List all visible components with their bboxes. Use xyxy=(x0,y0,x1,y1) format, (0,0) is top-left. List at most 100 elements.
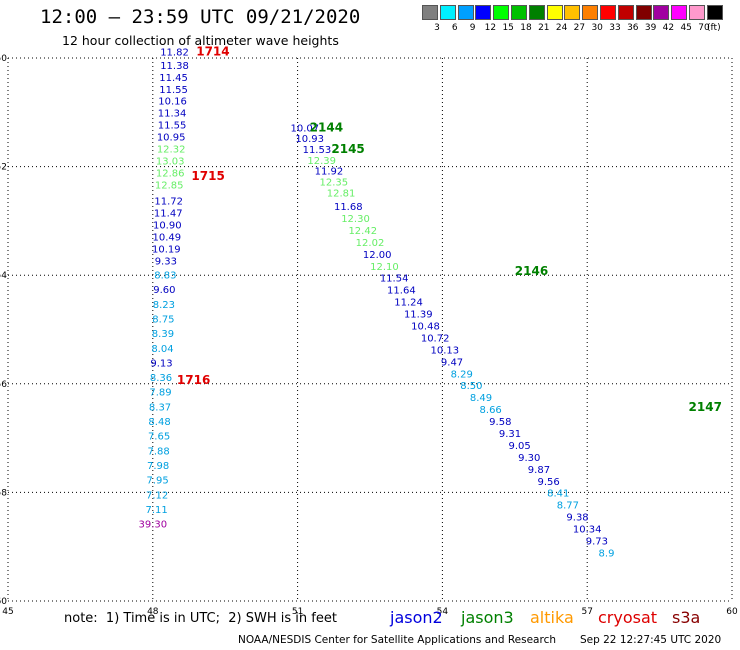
pass-number-label: 2146 xyxy=(515,264,548,278)
wave-height-label: 11.68 xyxy=(334,202,363,213)
color-swatch xyxy=(653,5,670,20)
wave-height-label: 9.38 xyxy=(566,513,588,524)
wave-height-label: 11.47 xyxy=(154,209,183,220)
wave-height-label: 8.49 xyxy=(470,393,492,404)
wave-height-label: 10.95 xyxy=(157,133,186,144)
wave-height-label: 11.72 xyxy=(154,197,183,208)
color-scale-label: 9 xyxy=(469,23,476,33)
wave-height-label: 11.55 xyxy=(158,121,187,132)
wave-height-label: 10.13 xyxy=(430,345,459,356)
wave-height-label: 11.39 xyxy=(404,310,433,321)
satellite-name: s3a xyxy=(672,608,701,627)
wave-height-label: 10.48 xyxy=(411,322,440,333)
wave-height-label: 8.83 xyxy=(154,270,176,281)
wave-height-label: 8.77 xyxy=(557,501,579,512)
color-scale-label: 45 xyxy=(680,23,692,33)
color-scale-label: 27 xyxy=(573,23,586,33)
wave-height-label: 12.42 xyxy=(348,226,377,237)
color-scale-label: 30 xyxy=(591,23,603,33)
color-swatch xyxy=(564,5,581,20)
pass-number-label: 1714 xyxy=(196,44,229,58)
wave-height-label: 11.92 xyxy=(315,167,344,178)
wave-height-label: 8.04 xyxy=(151,344,173,355)
satellite-name: jason2 xyxy=(390,608,443,627)
generated-timestamp: Sep 22 12:27:45 UTC 2020 xyxy=(580,634,722,646)
color-scale-label: 36 xyxy=(627,23,639,33)
wave-height-label: 8.29 xyxy=(451,369,473,380)
wave-height-label: 10.19 xyxy=(152,244,181,255)
wave-height-label: 11.34 xyxy=(158,109,187,120)
wave-height-label: 8.41 xyxy=(547,489,569,500)
color-swatch xyxy=(528,5,545,20)
wave-height-label: 9.60 xyxy=(153,285,175,296)
wave-height-label: 12.35 xyxy=(319,178,348,189)
wave-height-label: 10.16 xyxy=(158,97,187,108)
wave-height-label: 8.39 xyxy=(152,329,174,340)
pass-number-label: 2145 xyxy=(331,142,364,156)
wave-height-label: 10.93 xyxy=(295,134,324,145)
color-swatch xyxy=(422,5,438,20)
wave-height-label: 11.64 xyxy=(387,286,416,297)
color-swatch xyxy=(617,5,634,20)
color-scale-label: 39 xyxy=(644,23,657,33)
color-swatch xyxy=(635,5,652,20)
y-tick-label: -54 xyxy=(0,271,7,281)
y-tick-label: -60 xyxy=(0,597,7,607)
wave-height-label: 11.55 xyxy=(159,85,188,96)
wave-height-label: 7.11 xyxy=(146,505,168,516)
wave-height-label: 13.03 xyxy=(156,156,185,167)
wave-height-label: 11.82 xyxy=(160,47,189,58)
x-tick-label: 54 xyxy=(437,607,449,617)
color-swatch xyxy=(582,5,599,20)
y-tick-label: -58 xyxy=(0,488,7,498)
wave-height-label: 11.45 xyxy=(159,73,188,84)
color-swatch xyxy=(671,5,688,20)
wave-height-label: 11.54 xyxy=(380,274,409,285)
color-scale-label: 15 xyxy=(502,23,514,33)
wave-height-label: 8.23 xyxy=(153,300,175,311)
color-swatch xyxy=(475,5,492,20)
color-swatch xyxy=(439,5,456,20)
color-swatch xyxy=(546,5,563,20)
wave-height-label: 10.72 xyxy=(421,333,450,344)
wave-height-label: 9.13 xyxy=(150,358,172,369)
color-swatch xyxy=(689,5,705,20)
color-scale-label: 18 xyxy=(520,23,532,33)
pass-number-label: 1716 xyxy=(177,373,210,387)
wave-height-label: 12.81 xyxy=(327,188,356,199)
color-swatch xyxy=(511,5,527,20)
color-swatch xyxy=(457,5,474,20)
satellite-name: cryosat xyxy=(598,608,658,627)
wave-height-label: 12.10 xyxy=(370,262,399,273)
pass-number-label: 1715 xyxy=(191,169,224,183)
wave-height-label: 9.56 xyxy=(537,477,559,488)
color-scale-label: 6 xyxy=(451,23,458,33)
wave-height-label: 9.31 xyxy=(499,429,521,440)
color-scale-label: 24 xyxy=(555,23,568,33)
wave-height-label: 9.47 xyxy=(441,357,463,368)
x-tick-label: 57 xyxy=(581,607,592,617)
color-scale-label: (ft) xyxy=(707,23,721,33)
wave-height-label: 8.75 xyxy=(152,314,174,325)
y-tick-label: -50 xyxy=(0,54,7,64)
pass-number-label: 2144 xyxy=(310,120,343,134)
chart-subtitle: 12 hour collection of altimeter wave hei… xyxy=(62,33,339,48)
wave-height-label: 10.90 xyxy=(153,221,182,232)
pass-number-label: 2147 xyxy=(689,400,722,414)
y-tick-label: -56 xyxy=(0,380,7,390)
wave-height-label: 12.39 xyxy=(307,156,336,167)
color-scale-label: 3 xyxy=(434,23,440,33)
x-tick-label: 51 xyxy=(292,607,303,617)
wave-height-label: 11.38 xyxy=(160,61,189,72)
x-tick-label: 60 xyxy=(726,607,738,617)
wave-height-label: 9.33 xyxy=(155,256,177,267)
wave-height-label: 12.32 xyxy=(157,144,186,155)
wave-height-label: 7.89 xyxy=(149,388,171,399)
wave-height-label: 7.88 xyxy=(147,446,169,457)
wave-height-label: 12.00 xyxy=(363,250,392,261)
color-scale-label: 70 xyxy=(698,23,710,33)
wave-height-label: 8.36 xyxy=(150,373,172,384)
color-scale-label: 33 xyxy=(609,23,621,33)
wave-height-label: 10.34 xyxy=(573,525,602,536)
